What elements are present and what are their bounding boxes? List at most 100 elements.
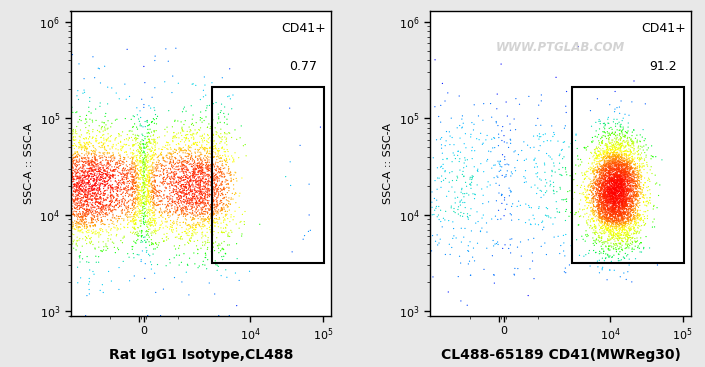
Point — [83, 220, 94, 226]
Point — [75, 214, 86, 219]
Point — [600, 251, 611, 257]
Point — [515, 239, 526, 245]
Point — [97, 204, 108, 210]
Point — [603, 153, 615, 159]
Point — [621, 202, 632, 208]
Point — [99, 162, 110, 168]
Point — [419, 186, 430, 192]
Point — [603, 163, 615, 169]
Point — [148, 195, 159, 200]
Point — [623, 207, 634, 213]
Point — [601, 170, 612, 175]
Point — [608, 203, 620, 208]
Point — [144, 194, 155, 200]
Point — [594, 188, 606, 193]
Point — [185, 103, 197, 109]
Point — [156, 194, 167, 200]
Point — [51, 156, 63, 162]
Point — [594, 117, 605, 123]
Point — [182, 239, 193, 245]
Point — [133, 192, 144, 197]
Point — [218, 186, 229, 192]
Point — [613, 219, 625, 225]
Point — [621, 220, 632, 226]
Point — [611, 228, 623, 233]
Point — [608, 204, 619, 210]
Point — [587, 225, 598, 231]
Point — [612, 181, 623, 186]
Point — [188, 233, 199, 239]
Point — [96, 139, 107, 145]
Point — [613, 185, 624, 191]
Point — [132, 213, 143, 219]
Point — [614, 212, 625, 218]
Point — [142, 207, 154, 212]
Point — [599, 173, 611, 179]
Point — [618, 202, 629, 208]
Point — [47, 165, 59, 171]
Point — [216, 187, 228, 193]
Point — [430, 205, 441, 211]
Point — [71, 185, 82, 191]
Point — [598, 225, 609, 231]
Point — [624, 228, 635, 234]
Point — [219, 186, 231, 192]
Point — [582, 222, 594, 228]
Point — [197, 175, 209, 181]
Point — [591, 192, 603, 198]
Point — [66, 199, 77, 204]
Point — [71, 131, 82, 137]
Point — [82, 196, 94, 202]
Point — [614, 172, 625, 178]
Point — [229, 192, 240, 197]
Point — [70, 134, 81, 140]
Point — [601, 199, 613, 204]
Point — [126, 160, 137, 166]
Point — [107, 213, 118, 219]
Point — [192, 170, 204, 175]
Point — [201, 181, 212, 187]
Point — [79, 183, 90, 189]
Point — [185, 189, 197, 195]
Point — [614, 163, 625, 168]
Point — [590, 164, 601, 170]
Point — [600, 142, 611, 148]
Point — [594, 192, 606, 197]
Point — [606, 190, 617, 196]
Point — [203, 177, 214, 183]
Point — [596, 240, 608, 246]
Point — [184, 192, 195, 198]
Point — [618, 168, 629, 174]
Point — [613, 210, 625, 216]
Point — [85, 110, 97, 116]
Point — [125, 193, 137, 199]
Point — [615, 211, 626, 217]
Point — [195, 155, 206, 161]
Point — [77, 214, 88, 220]
Point — [603, 175, 614, 181]
Point — [601, 194, 612, 200]
Point — [443, 179, 455, 185]
Point — [603, 155, 615, 160]
Point — [633, 211, 644, 217]
Point — [80, 211, 92, 217]
Point — [204, 126, 216, 131]
Point — [577, 172, 589, 178]
Point — [632, 207, 643, 213]
Point — [168, 179, 179, 185]
Point — [200, 196, 211, 202]
Point — [587, 167, 599, 173]
Point — [66, 235, 78, 241]
Point — [190, 127, 201, 133]
Point — [118, 258, 129, 264]
Point — [594, 189, 606, 195]
Point — [119, 137, 130, 143]
Point — [95, 167, 106, 172]
Point — [104, 170, 115, 175]
Point — [619, 220, 630, 226]
Point — [190, 166, 202, 171]
Point — [623, 269, 634, 275]
Point — [614, 258, 625, 264]
Point — [609, 192, 620, 198]
Point — [431, 137, 442, 143]
